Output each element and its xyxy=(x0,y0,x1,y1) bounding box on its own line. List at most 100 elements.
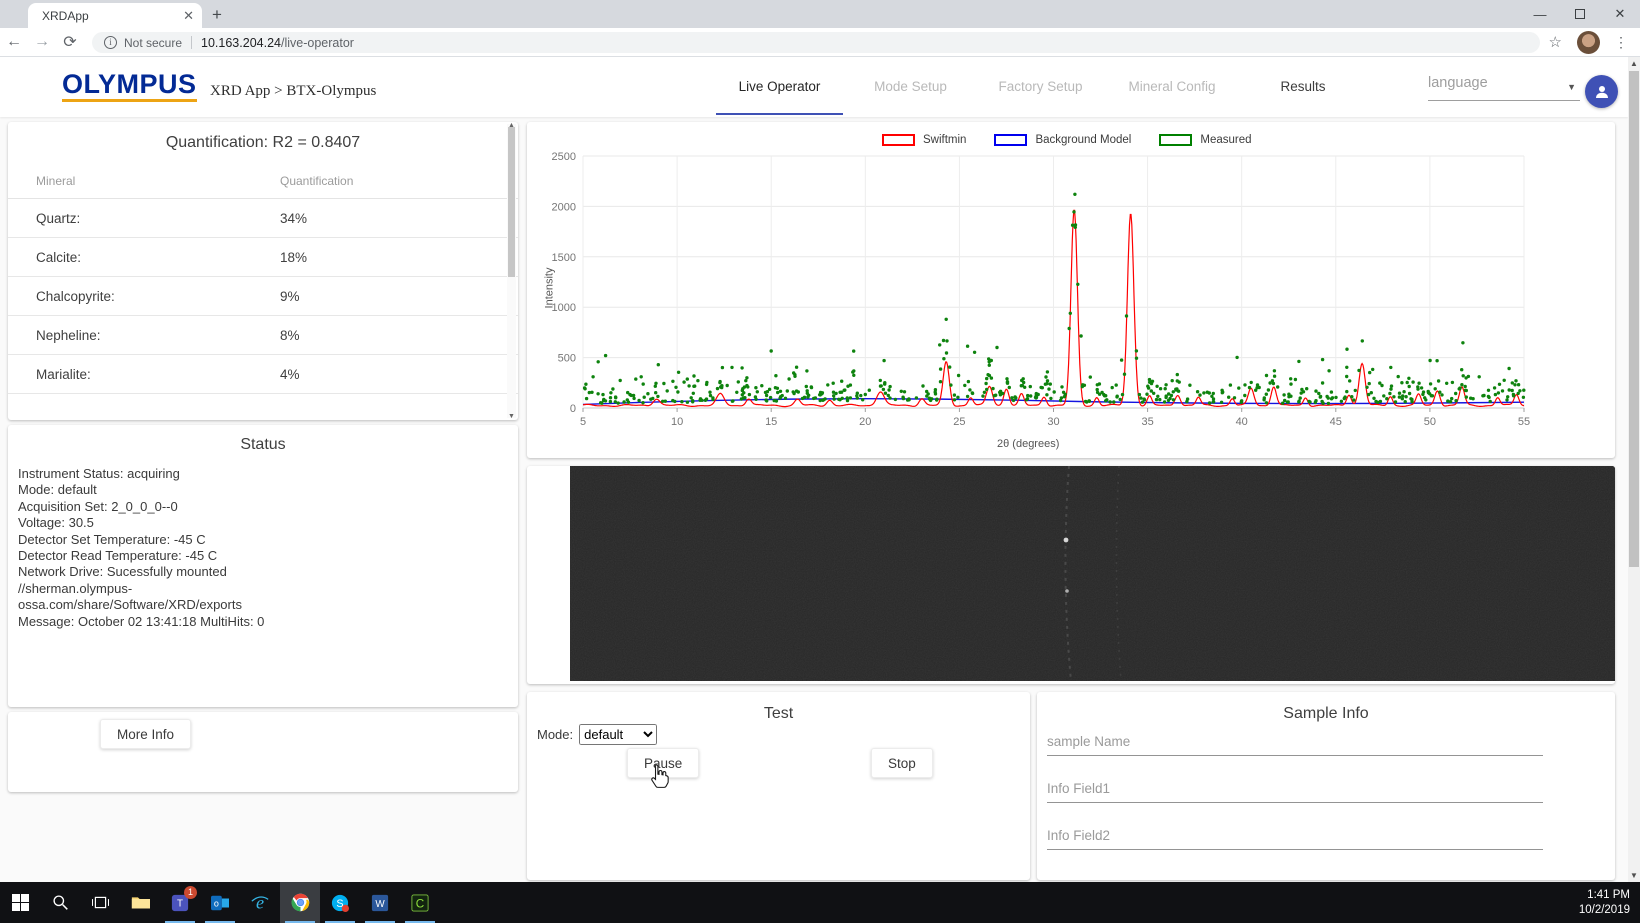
back-icon[interactable]: ← xyxy=(6,33,22,50)
tab-mineral-config[interactable]: Mineral Config xyxy=(1128,78,1216,94)
status-title: Status xyxy=(240,436,286,453)
window-maximize-button[interactable] xyxy=(1560,0,1600,28)
bookmark-star-icon[interactable]: ☆ xyxy=(1548,34,1562,51)
quantification-title: Quantification: R2 = 0.8407 xyxy=(165,134,361,151)
window-minimize-button[interactable]: — xyxy=(1533,6,1547,22)
svg-text:45: 45 xyxy=(1330,416,1342,428)
status-line: Instrument Status: acquiring xyxy=(18,466,180,481)
quantification-table-header: Mineral Quantification xyxy=(8,152,518,199)
notification-badge: 1 xyxy=(184,886,197,899)
detector-image xyxy=(570,466,1615,682)
mode-label: Mode: xyxy=(537,727,574,742)
taskbar-search-icon[interactable] xyxy=(40,882,80,923)
clock-time: 1:41 PM xyxy=(1587,889,1630,901)
url-path: /live-operator xyxy=(280,35,354,50)
taskbar-start-icon[interactable] xyxy=(0,882,40,923)
stop-button[interactable]: Stop xyxy=(871,748,933,778)
page-scrollbar[interactable]: ▲ ▼ xyxy=(1628,57,1640,882)
mineral-name: Nepheline: xyxy=(36,327,101,343)
taskbar-word-icon[interactable]: W xyxy=(360,882,400,923)
mineral-name: Marialite: xyxy=(36,366,91,382)
language-select[interactable]: language ▼ xyxy=(1428,75,1580,101)
svg-text:T: T xyxy=(177,898,183,909)
browser-tab[interactable]: XRDApp ✕ xyxy=(28,3,202,28)
running-indicator xyxy=(325,920,355,923)
x-axis-label: 2θ (degrees) xyxy=(997,438,1060,450)
mode-select[interactable]: default xyxy=(579,724,658,745)
svg-text:1000: 1000 xyxy=(552,302,576,314)
more-info-card: More Info xyxy=(8,712,518,792)
browser-profile-avatar[interactable] xyxy=(1577,31,1600,54)
legend-swatch-swiftmin xyxy=(882,134,915,146)
table-row: Calcite: 18% xyxy=(8,238,518,277)
more-info-button[interactable]: More Info xyxy=(100,719,192,749)
status-line: Voltage: 30.5 xyxy=(18,515,94,531)
status-card: Status Instrument Status: acquiring Mode… xyxy=(8,425,518,707)
status-line: Detector Set Temperature: -45 C xyxy=(18,531,206,547)
mineral-value: 4% xyxy=(280,366,300,382)
mineral-name: Chalcopyrite: xyxy=(36,288,115,304)
new-tab-button[interactable]: + xyxy=(212,5,222,24)
svg-text:15: 15 xyxy=(765,416,777,428)
browser-tab-strip: XRDApp ✕ + — ✕ xyxy=(0,0,1640,28)
tab-factory-setup[interactable]: Factory Setup xyxy=(998,78,1083,94)
svg-text:55: 55 xyxy=(1518,416,1530,428)
svg-text:35: 35 xyxy=(1141,416,1153,428)
tab-results[interactable]: Results xyxy=(1280,78,1326,94)
taskbar-outlook-icon[interactable]: o xyxy=(200,882,240,923)
status-line: Acquisition Set: 2_0_0_0--0 xyxy=(18,498,178,514)
taskbar-clock[interactable]: 1:41 PM 10/2/2019 xyxy=(1579,882,1640,923)
forward-icon[interactable]: → xyxy=(34,33,50,50)
running-indicator xyxy=(405,920,435,923)
info-field1-input[interactable] xyxy=(1047,779,1543,802)
window-close-button[interactable]: ✕ xyxy=(1614,6,1626,21)
mode-row: Mode: default xyxy=(537,724,658,745)
taskbar-camtasia-icon[interactable]: C xyxy=(400,882,440,923)
svg-text:10: 10 xyxy=(671,416,683,428)
svg-text:20: 20 xyxy=(859,416,871,428)
running-indicator xyxy=(205,920,235,923)
language-select-value: language xyxy=(1428,75,1488,91)
status-line: Detector Read Temperature: -45 C xyxy=(18,548,218,564)
svg-text:500: 500 xyxy=(558,353,576,365)
account-button[interactable] xyxy=(1585,75,1618,108)
tab-title: XRDApp xyxy=(42,8,89,23)
page-info-icon[interactable]: i xyxy=(104,36,117,49)
chart-legend: Swiftmin Background Model Measured xyxy=(882,134,1270,146)
table-row: Chalcopyrite: 9% xyxy=(8,277,518,316)
browser-menu-icon[interactable]: ⋮ xyxy=(1614,34,1628,50)
security-label: Not secure xyxy=(124,35,183,50)
url-host: 10.163.204.24 xyxy=(201,35,281,50)
quantification-scrollbar[interactable]: ▲ ▼ xyxy=(507,122,516,420)
taskbar-chrome-icon[interactable] xyxy=(280,882,320,923)
xrd-spectrum-chart[interactable]: 0 500 1000 1500 2000 2500 5 10 15 20 25 30 35 40 45 50 5… xyxy=(527,122,1615,458)
mineral-name: Calcite: xyxy=(36,249,82,265)
pause-button[interactable]: Pause xyxy=(627,748,700,778)
breadcrumb: XRD App > BTX-Olympus xyxy=(210,83,377,99)
tab-live-operator[interactable]: Live Operator xyxy=(738,78,821,94)
taskbar-internet-explorer-icon[interactable]: e xyxy=(240,882,280,923)
address-bar[interactable]: i Not secure 10.163.204.24 /live-operato… xyxy=(92,32,1540,53)
svg-text:e: e xyxy=(256,893,264,912)
sample-name-input[interactable] xyxy=(1047,732,1543,755)
running-indicator xyxy=(285,920,315,923)
browser-toolbar: ← → ⟳ i Not secure 10.163.204.24 /live-o… xyxy=(0,28,1640,57)
svg-text:C: C xyxy=(416,897,424,910)
tab-close-icon[interactable]: ✕ xyxy=(183,7,194,23)
scrollbar-thumb[interactable] xyxy=(508,127,515,277)
mineral-value: 18% xyxy=(280,249,308,265)
taskbar-task-view-icon[interactable] xyxy=(80,882,120,923)
info-field2-input[interactable] xyxy=(1047,826,1543,849)
tab-mode-setup[interactable]: Mode Setup xyxy=(874,78,947,94)
scrollbar-thumb[interactable] xyxy=(1629,71,1639,567)
svg-text:30: 30 xyxy=(1047,416,1059,428)
test-card: Test Mode: default Pause Stop xyxy=(527,692,1030,880)
legend-swatch-measured xyxy=(1159,134,1193,146)
taskbar-file-explorer-icon[interactable] xyxy=(120,882,160,923)
reload-icon[interactable]: ⟳ xyxy=(63,34,77,51)
taskbar-skype-icon[interactable]: S xyxy=(320,882,360,923)
svg-text:W: W xyxy=(375,899,385,910)
